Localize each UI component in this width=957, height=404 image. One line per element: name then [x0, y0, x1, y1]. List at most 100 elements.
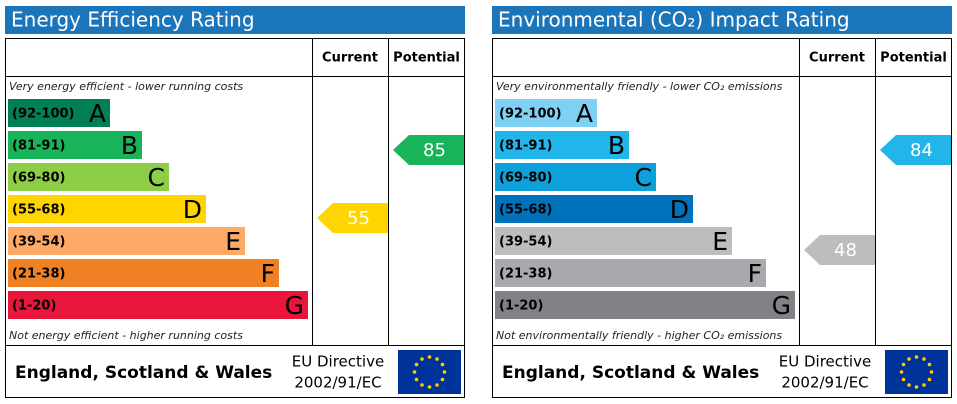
eu-star	[901, 377, 906, 382]
band-letter: C	[635, 163, 652, 192]
band-range: (81-91)	[12, 139, 65, 154]
panel-title: Environmental (CO₂) Impact Rating	[498, 8, 850, 32]
band-letter: G	[285, 291, 304, 320]
band-range: (21-38)	[12, 267, 65, 282]
band-bar	[8, 163, 169, 191]
eu-star	[914, 355, 919, 359]
eu-star	[412, 370, 417, 374]
footer-code: 2002/91/EC	[294, 374, 381, 392]
footer-code: 2002/91/EC	[781, 374, 868, 392]
panel-frame	[492, 38, 952, 398]
eu-star	[420, 383, 424, 387]
eu-star	[922, 357, 926, 361]
potential-value: 84	[910, 140, 933, 161]
eu-star	[440, 362, 445, 367]
bottom-note: Not environmentally friendly - higher CO…	[496, 329, 782, 342]
band-range: (92-100)	[12, 107, 75, 122]
band-bar	[8, 131, 142, 159]
band-letter: E	[712, 227, 728, 256]
title-bar	[492, 6, 952, 34]
band-range: (69-80)	[499, 171, 552, 186]
arrow-shape	[880, 135, 951, 165]
footer-directive: EU Directive	[779, 353, 871, 371]
potential-value: 85	[423, 140, 446, 161]
potential-arrow: 85	[393, 135, 464, 165]
eu-star	[907, 383, 911, 387]
header-potential: Potential	[880, 51, 947, 66]
eu-star	[420, 357, 424, 361]
eu-star	[927, 377, 932, 382]
band-range: (55-68)	[499, 203, 552, 218]
eu-star	[414, 362, 419, 367]
band-bar	[495, 259, 766, 287]
eu-star	[440, 377, 445, 382]
band-bar	[495, 99, 597, 127]
band-range: (55-68)	[12, 203, 65, 218]
eu-star	[929, 370, 934, 374]
eu-star	[414, 377, 419, 382]
eu-star	[914, 385, 919, 389]
band-range: (1-20)	[12, 299, 56, 314]
band-letter: G	[772, 291, 791, 320]
band-range: (92-100)	[499, 107, 562, 122]
band-letter: F	[261, 259, 275, 288]
band-bar	[495, 195, 693, 223]
eu-star	[435, 383, 439, 387]
panel-frame	[5, 38, 465, 398]
band-bar	[495, 131, 629, 159]
bottom-note: Not energy efficient - higher running co…	[9, 329, 243, 342]
band-letter: B	[608, 131, 625, 160]
band-range: (39-54)	[12, 235, 65, 250]
band-range: (1-20)	[499, 299, 543, 314]
band-bar	[495, 227, 732, 255]
arrow-shape	[317, 203, 388, 233]
arrow-shape	[393, 135, 464, 165]
current-arrow: 48	[804, 235, 875, 265]
band-letter: C	[148, 163, 165, 192]
band-bar	[495, 163, 656, 191]
arrow-shape	[804, 235, 875, 265]
band-bar	[495, 291, 795, 319]
header-current: Current	[322, 51, 378, 66]
band-letter: E	[225, 227, 241, 256]
title-bar	[5, 6, 465, 34]
eu-star	[427, 355, 432, 359]
footer-directive: EU Directive	[292, 353, 384, 371]
top-note: Very environmentally friendly - lower CO…	[496, 80, 783, 93]
band-range: (81-91)	[499, 139, 552, 154]
eu-star	[899, 370, 904, 374]
eu-star	[927, 362, 932, 367]
top-note: Very energy efficient - lower running co…	[9, 80, 243, 93]
band-letter: D	[183, 195, 202, 224]
eu-star	[907, 357, 911, 361]
eu-star	[922, 383, 926, 387]
band-range: (39-54)	[499, 235, 552, 250]
footer-region: England, Scotland & Wales	[15, 363, 272, 383]
current-arrow: 55	[317, 203, 388, 233]
current-value: 48	[834, 240, 857, 261]
band-letter: D	[670, 195, 689, 224]
footer-region: England, Scotland & Wales	[502, 363, 759, 383]
current-value: 55	[347, 208, 370, 229]
eu-star	[442, 370, 447, 374]
band-bar	[8, 227, 245, 255]
band-bar	[8, 99, 110, 127]
band-letter: B	[121, 131, 138, 160]
band-bar	[8, 291, 308, 319]
band-letter: F	[748, 259, 762, 288]
band-letter: A	[576, 99, 593, 128]
panel-title: Energy Efficiency Rating	[11, 8, 255, 32]
band-range: (69-80)	[12, 171, 65, 186]
header-current: Current	[809, 51, 865, 66]
band-range: (21-38)	[499, 267, 552, 282]
potential-arrow: 84	[880, 135, 951, 165]
eu-star	[901, 362, 906, 367]
band-bar	[8, 259, 279, 287]
header-potential: Potential	[393, 51, 460, 66]
eu-star	[427, 385, 432, 389]
band-bar	[8, 195, 206, 223]
eu-star	[435, 357, 439, 361]
band-letter: A	[89, 99, 106, 128]
